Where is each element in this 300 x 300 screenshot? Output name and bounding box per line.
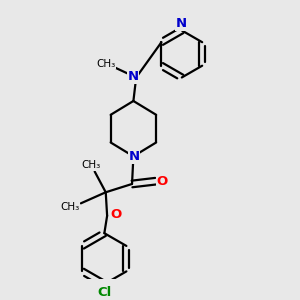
Text: N: N bbox=[129, 150, 140, 163]
Text: O: O bbox=[157, 175, 168, 188]
Text: Cl: Cl bbox=[97, 286, 112, 299]
Text: N: N bbox=[127, 70, 138, 83]
Text: N: N bbox=[176, 17, 187, 30]
Text: O: O bbox=[110, 208, 122, 221]
Text: CH₃: CH₃ bbox=[97, 58, 116, 69]
Text: CH₃: CH₃ bbox=[61, 202, 80, 212]
Text: CH₃: CH₃ bbox=[81, 160, 100, 170]
